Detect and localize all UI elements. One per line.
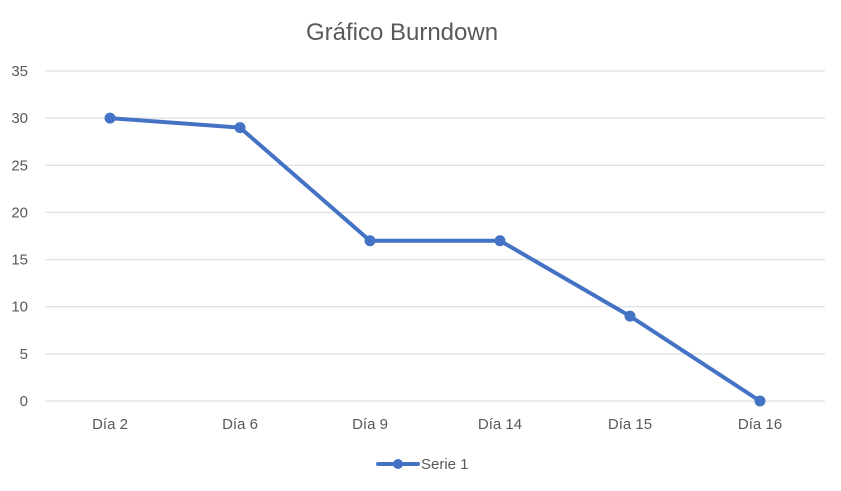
chart-title: Gráfico Burndown: [306, 19, 498, 46]
y-tick-label-25: 25: [11, 157, 28, 174]
data-point-4: [494, 235, 506, 247]
data-point-3: [364, 235, 376, 247]
y-tick-label-10: 10: [11, 299, 28, 316]
data-point-2: [234, 122, 246, 134]
y-tick-label-15: 15: [11, 252, 28, 269]
series-layer: [104, 112, 766, 407]
y-tick-label-5: 5: [20, 346, 28, 363]
x-axis-tick-labels: Día 2 Día 6 Día 9 Día 14 Día 15 Día 16: [92, 416, 782, 433]
data-point-1: [104, 112, 116, 124]
x-tick-label-2: Día 6: [222, 416, 258, 433]
y-tick-label-0: 0: [20, 393, 28, 410]
y-tick-label-30: 30: [11, 110, 28, 127]
legend-label-serie-1: Serie 1: [421, 456, 469, 473]
legend: Serie 1: [376, 456, 469, 473]
series-line-1: [108, 116, 762, 403]
y-tick-label-35: 35: [11, 63, 28, 80]
y-axis-tick-labels: 0 5 10 15 20 25 30 35: [11, 63, 28, 410]
legend-swatch-marker: [393, 459, 403, 469]
y-tick-label-20: 20: [11, 204, 28, 221]
x-tick-label-1: Día 2: [92, 416, 128, 433]
x-tick-label-3: Día 9: [352, 416, 388, 433]
data-point-5: [624, 310, 636, 322]
gridlines: [45, 70, 825, 402]
x-tick-label-6: Día 16: [738, 416, 782, 433]
x-tick-label-5: Día 15: [608, 416, 652, 433]
x-tick-label-4: Día 14: [478, 416, 522, 433]
data-point-6: [754, 395, 766, 407]
